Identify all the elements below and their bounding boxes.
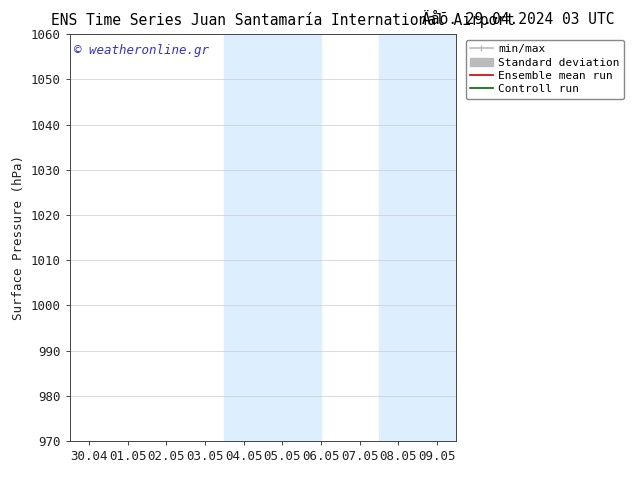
Legend: min/max, Standard deviation, Ensemble mean run, Controll run: min/max, Standard deviation, Ensemble me… [466, 40, 624, 99]
Text: © weatheronline.gr: © weatheronline.gr [74, 45, 209, 57]
Bar [379, 34, 456, 441]
Bar [224, 34, 321, 441]
Y-axis label: Surface Pressure (hPa): Surface Pressure (hPa) [12, 155, 25, 320]
Text: Äåõ. 29.04.2024 03 UTC: Äåõ. 29.04.2024 03 UTC [422, 12, 615, 27]
Text: ENS Time Series Juan Santamaría International Airport: ENS Time Series Juan Santamaría Internat… [51, 12, 514, 28]
